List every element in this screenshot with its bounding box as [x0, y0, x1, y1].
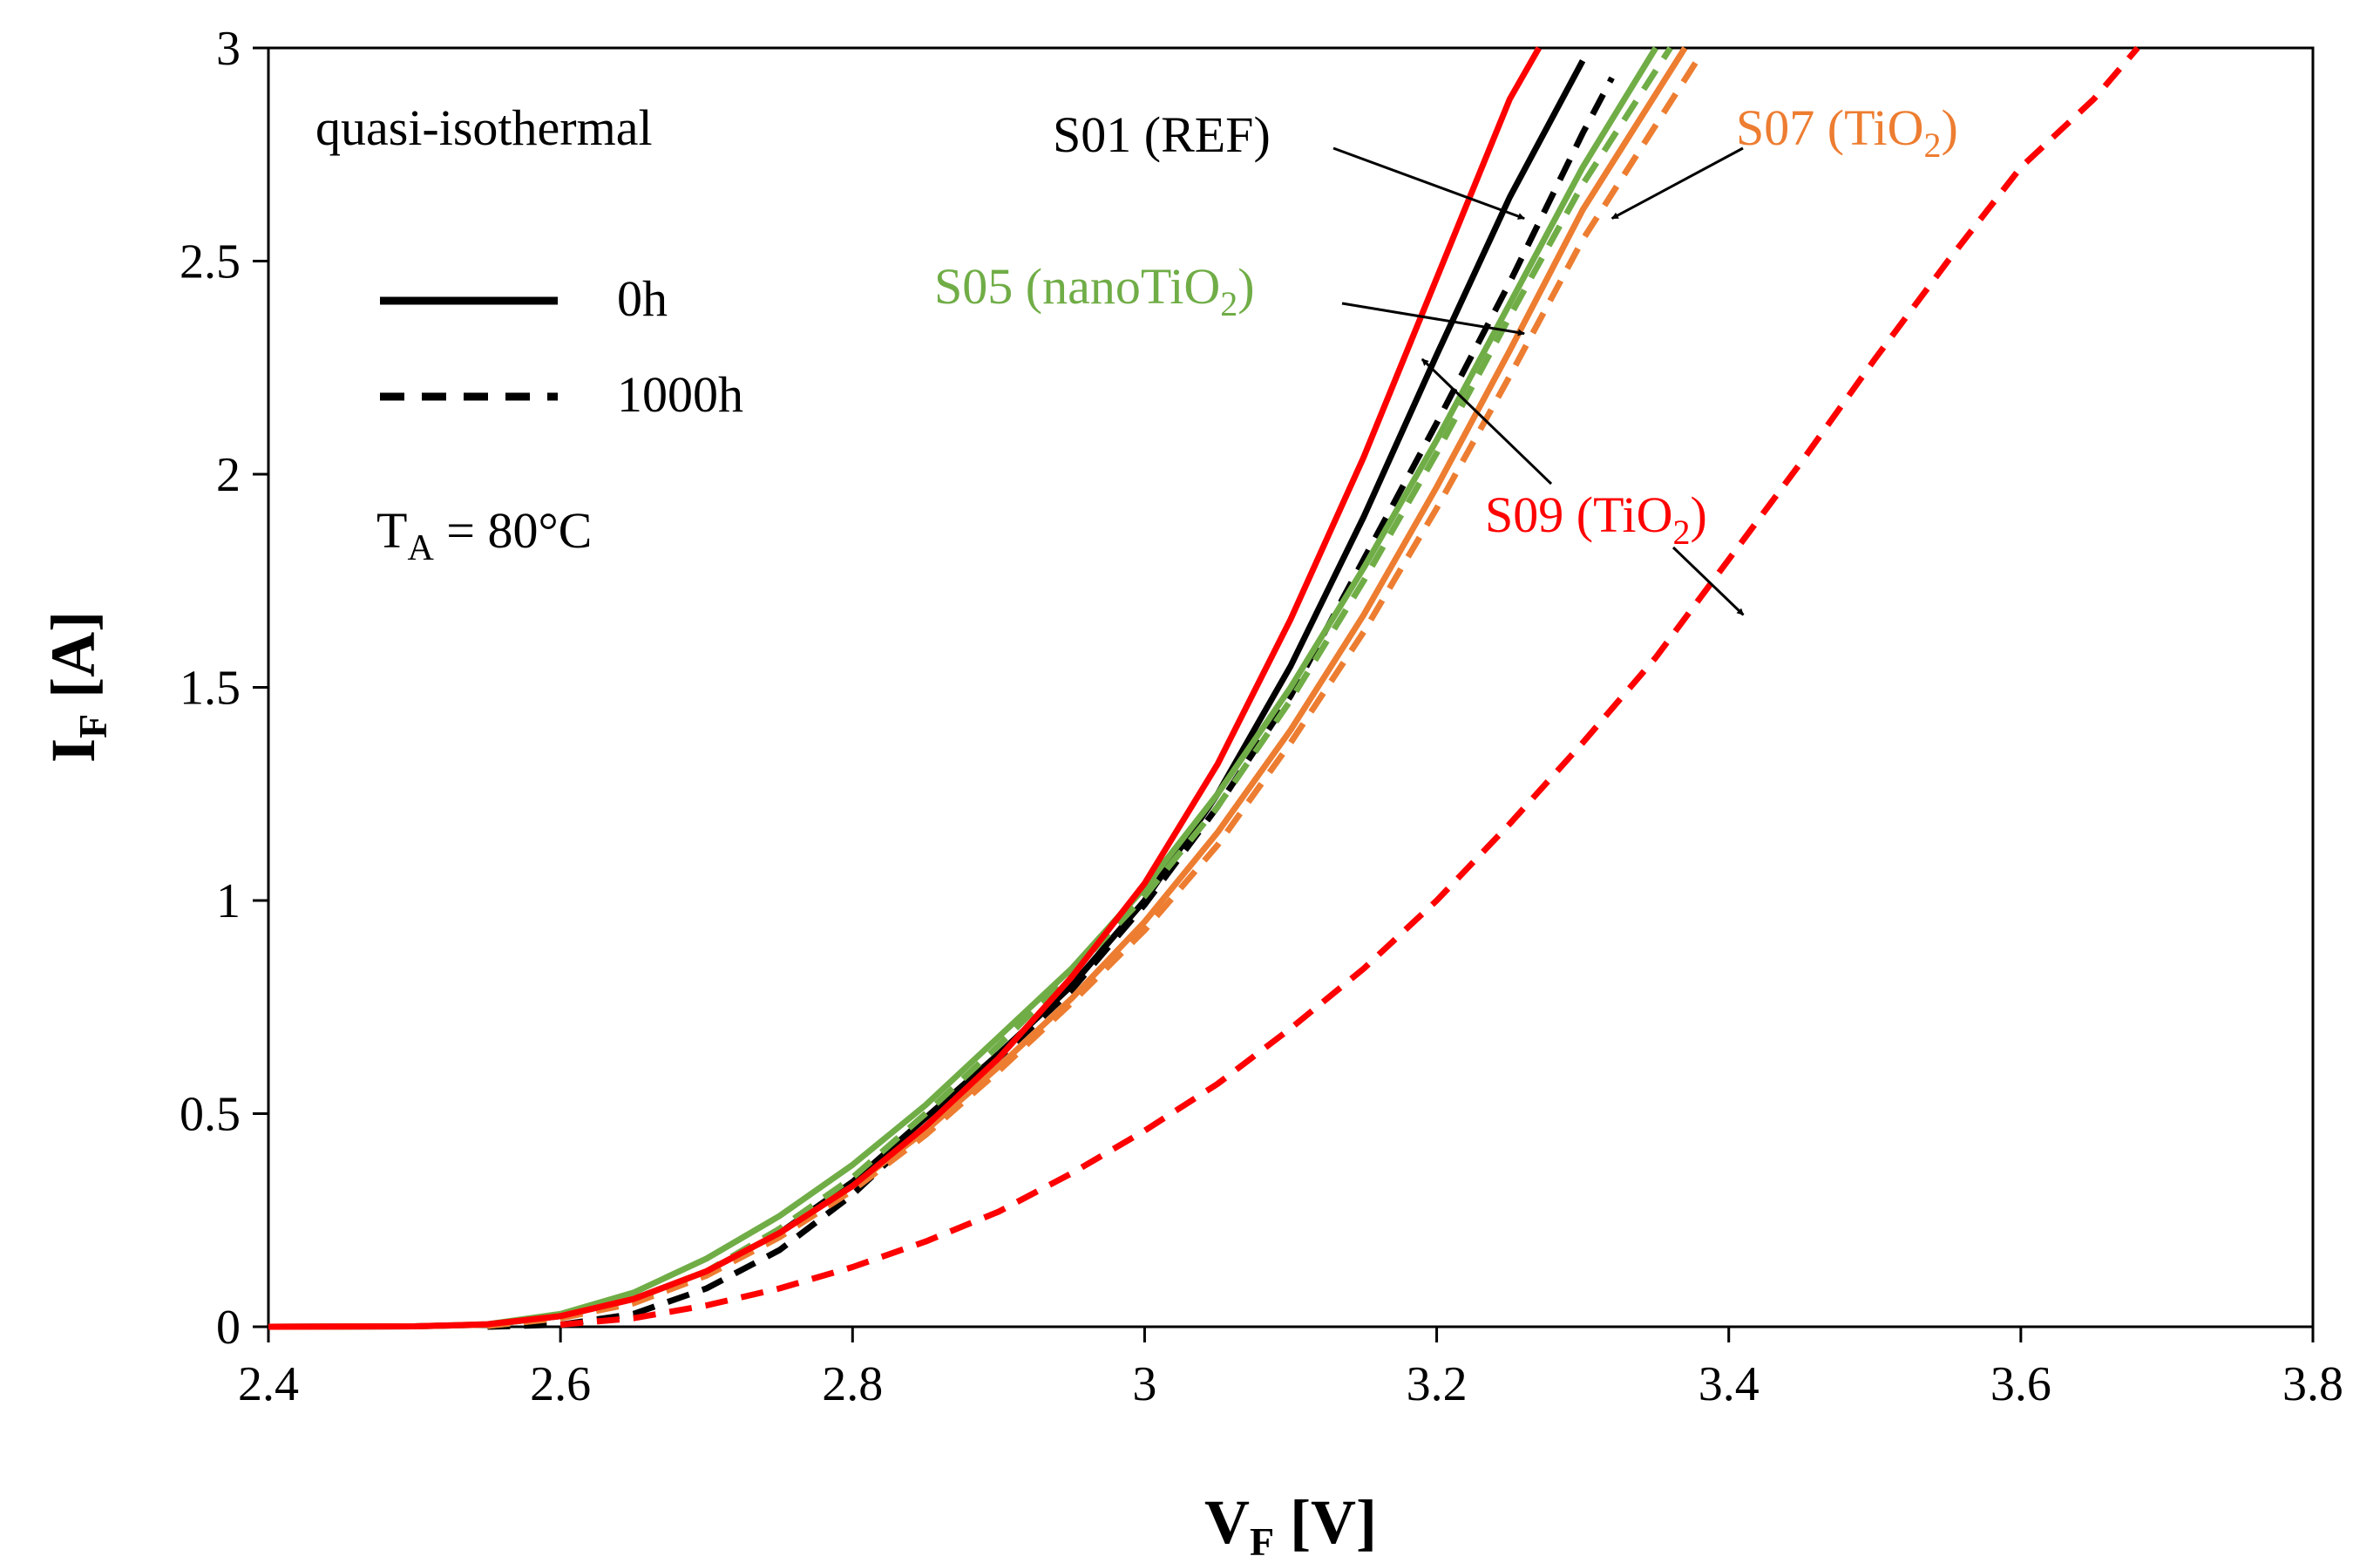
- label-s05: S05 (nanoTiO2): [934, 258, 1255, 323]
- x-tick-label: 3.4: [1699, 1357, 1760, 1411]
- label-s07: S07 (TiO2): [1736, 99, 1958, 165]
- label-s09: S09 (TiO2): [1485, 486, 1707, 552]
- x-tick-label: 2.4: [238, 1357, 299, 1411]
- series-line-s07-dashed: [487, 54, 1703, 1329]
- legend: 0h 1000h: [380, 270, 743, 423]
- arrow-s07: [1610, 146, 1744, 220]
- y-tick-label: 1: [216, 874, 241, 928]
- y-tick-label: 0.5: [180, 1088, 241, 1142]
- legend-label-1000h: 1000h: [617, 366, 743, 423]
- series-line-s09-solid: [268, 46, 1542, 1330]
- series-line-s05-solid: [268, 46, 1658, 1330]
- x-tick-label: 3.2: [1407, 1357, 1468, 1411]
- y-tick-label: 2: [216, 448, 241, 502]
- y-tick-label: 0: [216, 1301, 241, 1355]
- x-tick-label: 3: [1132, 1357, 1156, 1411]
- arrow-s01: [1332, 146, 1525, 221]
- axis-ticks: 2.4 2.6 2.8 3 3.2 3.4 3.6 3.8 0 0.5 1 1.5 2 2.5 3: [180, 22, 2343, 1411]
- x-tick-label: 3.6: [1990, 1357, 2051, 1411]
- temperature-label: TA = 80°C: [376, 502, 592, 568]
- arrow-s09b: [1671, 546, 1745, 616]
- y-tick-label: 2.5: [180, 235, 241, 289]
- annotation-arrows: [1332, 146, 1745, 616]
- x-tick-label: 2.6: [530, 1357, 591, 1411]
- label-s01: S01 (REF): [1053, 106, 1271, 163]
- x-axis-title: VF [V]: [1204, 1487, 1377, 1563]
- y-tick-label: 3: [216, 22, 241, 76]
- condition-label: quasi-isothermal: [315, 99, 653, 156]
- series-line-s09-dashed: [559, 45, 2140, 1329]
- y-axis-title: IF [A]: [38, 611, 115, 763]
- series-line-s07-solid: [268, 46, 1688, 1330]
- arrow-s09a: [1421, 357, 1553, 486]
- arrow-s05: [1341, 302, 1525, 336]
- data-series: [268, 45, 2140, 1330]
- x-tick-label: 2.8: [822, 1357, 883, 1411]
- series-line-s01-dashed: [487, 76, 1615, 1330]
- legend-label-0h: 0h: [617, 270, 668, 327]
- x-tick-label: 3.8: [2282, 1357, 2343, 1411]
- y-tick-label: 1.5: [180, 662, 241, 716]
